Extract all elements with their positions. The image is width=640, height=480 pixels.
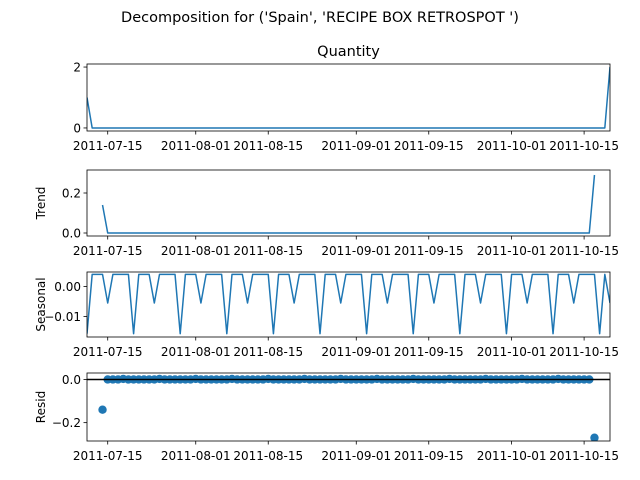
quantity-xtick-label: 2011-07-15	[73, 139, 143, 153]
resid-xtick-label: 2011-07-15	[73, 449, 143, 463]
trend-xtick-label: 2011-09-01	[321, 244, 391, 258]
seasonal-ytick-label: 0.00	[54, 280, 81, 294]
resid-xtick-label: 2011-08-15	[233, 449, 303, 463]
trend-ytick-label: 0.2	[62, 187, 81, 201]
quantity-axes-frame	[86, 63, 611, 132]
seasonal-xtick-label: 2011-07-15	[73, 345, 143, 359]
quantity-xtick-label: 2011-08-15	[233, 139, 303, 153]
trend-ylabel: Trend	[34, 187, 48, 221]
trend-xtick-label: 2011-07-15	[73, 244, 143, 258]
trend-axes-frame	[86, 169, 611, 237]
quantity-xtick-label: 2011-09-01	[321, 139, 391, 153]
resid-panel: Resid 0.0 −0.2 2011-07-15 2011-08-01 2011-08-…	[34, 372, 619, 463]
quantity-xtick-label: 2011-10-15	[549, 139, 619, 153]
quantity-series-line	[87, 66, 610, 129]
trend-xtick-label: 2011-10-15	[549, 244, 619, 258]
trend-data	[101, 174, 596, 234]
trend-xtick-label: 2011-09-15	[394, 244, 464, 258]
seasonal-ytick-label: −0.01	[44, 310, 81, 324]
seasonal-axes-frame	[86, 271, 611, 338]
quantity-ytick-label: 0	[73, 121, 81, 135]
resid-ylabel: Resid	[34, 391, 48, 423]
trend-xtick-label: 2011-08-01	[161, 244, 231, 258]
seasonal-ylabel: Seasonal	[34, 277, 48, 331]
quantity-data	[87, 66, 610, 129]
resid-xtick-label: 2011-10-15	[549, 449, 619, 463]
trend-xtick-label: 2011-08-15	[233, 244, 303, 258]
trend-series-line	[101, 174, 596, 234]
figure-suptitle: Decomposition for ('Spain', 'RECIPE BOX …	[121, 10, 519, 26]
quantity-panel: Quantity 0 2 2011-07-15 2011-08-01 2011-08-15…	[73, 44, 619, 153]
quantity-xtick-label: 2011-10-01	[477, 139, 547, 153]
trend-xtick-label: 2011-10-01	[477, 244, 547, 258]
resid-axes-frame	[86, 372, 611, 442]
quantity-title: Quantity	[317, 44, 380, 60]
quantity-xtick-label: 2011-08-01	[161, 139, 231, 153]
seasonal-series-line	[87, 273, 610, 335]
trend-ytick-label: 0.0	[62, 227, 81, 241]
seasonal-data	[87, 273, 610, 335]
resid-point	[98, 405, 107, 414]
trend-panel: Trend 0.0 0.2 2011-07-15 2011-08-01 2011-08-1…	[34, 169, 619, 258]
resid-data	[98, 374, 599, 441]
resid-xtick-label: 2011-09-15	[394, 449, 464, 463]
seasonal-xtick-label: 2011-08-01	[161, 345, 231, 359]
resid-xtick-label: 2011-10-01	[477, 449, 547, 463]
seasonal-xtick-label: 2011-08-15	[233, 345, 303, 359]
seasonal-xtick-label: 2011-09-01	[321, 345, 391, 359]
resid-xtick-label: 2011-08-01	[161, 449, 231, 463]
quantity-ytick-label: 2	[73, 61, 81, 75]
resid-point	[590, 433, 599, 441]
resid-xtick-label: 2011-09-01	[321, 449, 391, 463]
seasonal-xtick-label: 2011-09-15	[394, 345, 464, 359]
seasonal-xtick-label: 2011-10-01	[477, 345, 547, 359]
quantity-xtick-label: 2011-09-15	[394, 139, 464, 153]
resid-ytick-label: 0.0	[62, 373, 81, 387]
resid-ytick-label: −0.2	[52, 416, 81, 430]
seasonal-xtick-label: 2011-10-15	[549, 345, 619, 359]
